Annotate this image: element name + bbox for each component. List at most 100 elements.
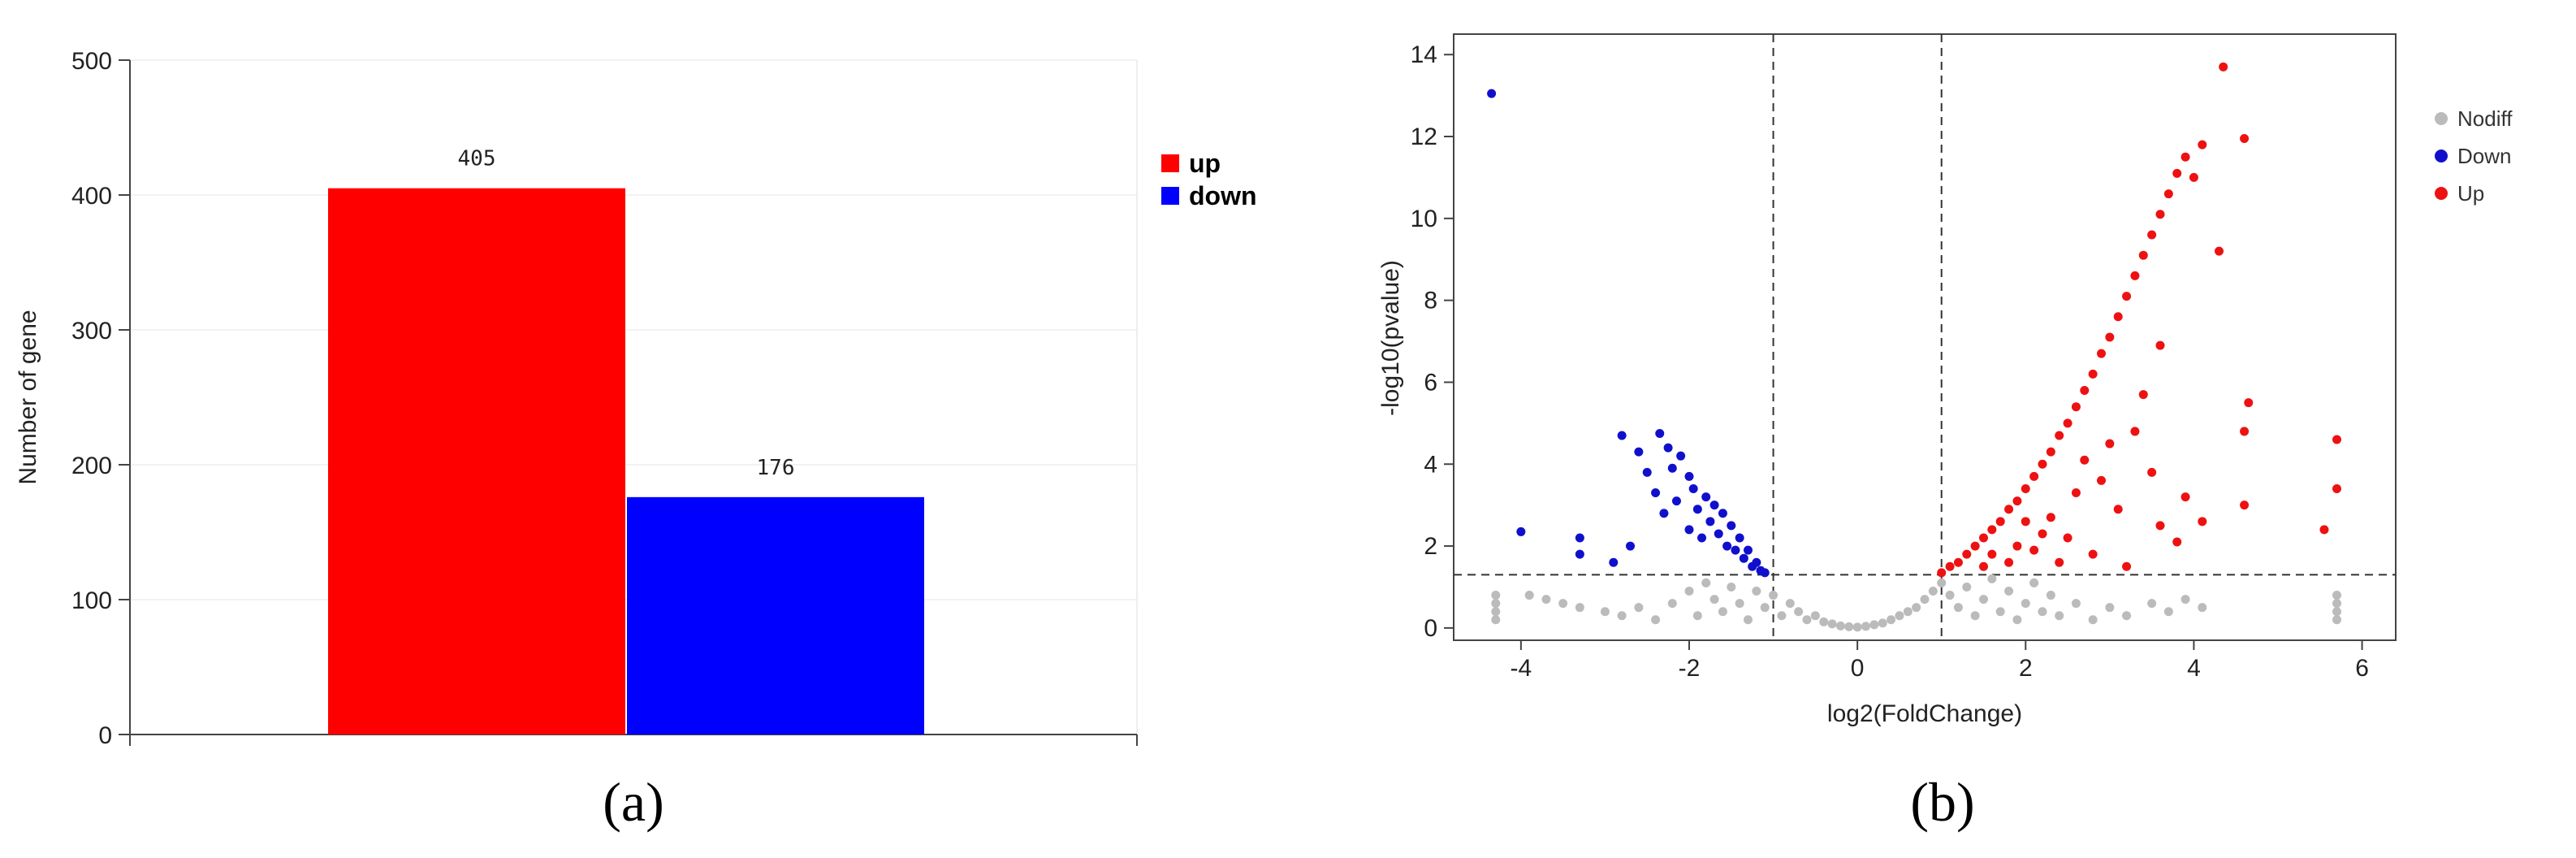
volcano-point-down [1676, 451, 1686, 461]
bar-legend-label-up: up [1189, 149, 1221, 178]
volcano-point-nodiff [1987, 574, 1997, 583]
volcano-point-up [2113, 505, 2123, 514]
volcano-point-up [1945, 561, 1955, 571]
volcano-point-up [2029, 471, 2039, 481]
volcano-point-up [2155, 521, 2165, 531]
volcano-point-up [2198, 140, 2207, 150]
bar-y-tick-label: 300 [71, 318, 112, 344]
volcano-point-nodiff [1735, 599, 1744, 609]
volcano-legend-label-up: Up [2457, 181, 2484, 206]
volcano-point-nodiff [1928, 587, 1938, 596]
volcano-point-up [2240, 427, 2250, 436]
volcano-point-nodiff [1575, 603, 1584, 613]
volcano-point-up [2105, 332, 2115, 342]
volcano-y-tick-label: 2 [1424, 533, 1437, 560]
volcano-point-up [2181, 152, 2190, 162]
volcano-point-nodiff [1878, 618, 1887, 628]
volcano-point-nodiff [1819, 617, 1829, 626]
volcano-point-up [2063, 418, 2072, 428]
bar-chart-panel: 0 100 200 300 400 500 405 176 Number of gene u… [15, 48, 1257, 833]
volcano-point-nodiff [1903, 607, 1913, 617]
volcano-point-up [2138, 390, 2148, 400]
volcano-point-nodiff [1852, 622, 1862, 632]
volcano-point-up [1987, 549, 1997, 559]
volcano-point-nodiff [1861, 622, 1870, 631]
volcano-point-nodiff [1802, 615, 1812, 625]
volcano-point-nodiff [2147, 599, 2157, 609]
volcano-point-up [2012, 496, 2022, 506]
volcano-x-tick-label: -2 [1679, 655, 1701, 682]
volcano-point-up [1953, 557, 1963, 567]
volcano-point-nodiff [1962, 582, 1972, 592]
volcano-point-down [1684, 471, 1694, 481]
volcano-x-ticks: -4 -2 0 2 4 6 [1511, 640, 2369, 682]
volcano-point-down [1705, 517, 1715, 526]
bar-legend: up down [1161, 149, 1257, 210]
volcano-point-down [1709, 500, 1719, 510]
volcano-point-nodiff [1835, 621, 1845, 630]
volcano-x-tick-label: 4 [2187, 655, 2201, 682]
volcano-point-up [2088, 549, 2098, 559]
volcano-point-up [2122, 292, 2132, 301]
bar-y-axis-title: Number of gene [15, 310, 41, 484]
volcano-point-down [1739, 553, 1748, 563]
volcano-point-nodiff [2332, 591, 2341, 600]
volcano-point-down [1697, 533, 1707, 543]
volcano-point-up [2021, 517, 2030, 526]
volcano-point-nodiff [1785, 599, 1795, 609]
volcano-point-up [2080, 455, 2090, 465]
volcano-point-up [2189, 172, 2198, 182]
volcano-point-nodiff [2332, 599, 2341, 609]
volcano-x-axis-title: log2(FoldChange) [1827, 700, 2022, 727]
volcano-point-up [1979, 561, 1988, 571]
volcano-point-nodiff [1777, 611, 1787, 621]
volcano-point-up [2055, 557, 2064, 567]
volcano-point-down [1718, 509, 1727, 518]
volcano-point-nodiff [1617, 611, 1627, 621]
volcano-point-nodiff [1709, 595, 1719, 604]
volcano-y-ticks: 0 2 4 6 8 10 12 14 [1411, 41, 1454, 642]
volcano-point-nodiff [1920, 595, 1930, 604]
volcano-legend: Nodiff Down Up [2435, 106, 2513, 206]
panel-a-label: (a) [603, 771, 663, 833]
volcano-point-nodiff [1945, 591, 1955, 600]
volcano-points [1487, 62, 2341, 632]
volcano-point-nodiff [2088, 615, 2098, 625]
volcano-point-down [1655, 428, 1665, 438]
volcano-legend-label-nodiff: Nodiff [2457, 106, 2513, 131]
volcano-plot-frame [1453, 33, 2397, 641]
volcano-point-nodiff [2122, 611, 2132, 621]
volcano-threshold-lines [1454, 34, 2396, 640]
volcano-point-up [2319, 525, 2329, 535]
volcano-point-up [2215, 246, 2224, 256]
volcano-point-nodiff [1760, 603, 1770, 613]
volcano-point-nodiff [1701, 578, 1711, 587]
volcano-point-nodiff [1953, 603, 1963, 613]
volcano-point-nodiff [1995, 607, 2005, 617]
volcano-point-nodiff [1491, 607, 1501, 617]
volcano-point-up [2021, 484, 2030, 493]
volcano-point-nodiff [2105, 603, 2115, 613]
volcano-x-tick-label: 6 [2355, 655, 2369, 682]
volcano-point-nodiff [1634, 603, 1644, 613]
volcano-x-tick-label: -4 [1511, 655, 1532, 682]
volcano-point-down [1617, 431, 1627, 440]
volcano-point-down [1651, 488, 1661, 498]
volcano-y-tick-label: 14 [1411, 41, 1437, 68]
volcano-point-up [2080, 386, 2090, 396]
volcano-point-down [1722, 541, 1732, 551]
volcano-point-down [1692, 505, 1702, 514]
volcano-point-nodiff [1827, 619, 1837, 629]
volcano-point-nodiff [1718, 607, 1727, 617]
volcano-y-tick-label: 4 [1424, 451, 1437, 478]
volcano-legend-marker-nodiff [2435, 112, 2448, 125]
volcano-point-nodiff [1727, 582, 1736, 592]
volcano-point-nodiff [1541, 595, 1551, 604]
bar-data-label-down: 176 [757, 456, 795, 480]
volcano-y-tick-label: 8 [1424, 288, 1437, 314]
volcano-point-up [1937, 568, 1947, 578]
volcano-point-down [1667, 463, 1677, 473]
volcano-point-nodiff [1844, 622, 1854, 631]
volcano-point-nodiff [2071, 599, 2081, 609]
